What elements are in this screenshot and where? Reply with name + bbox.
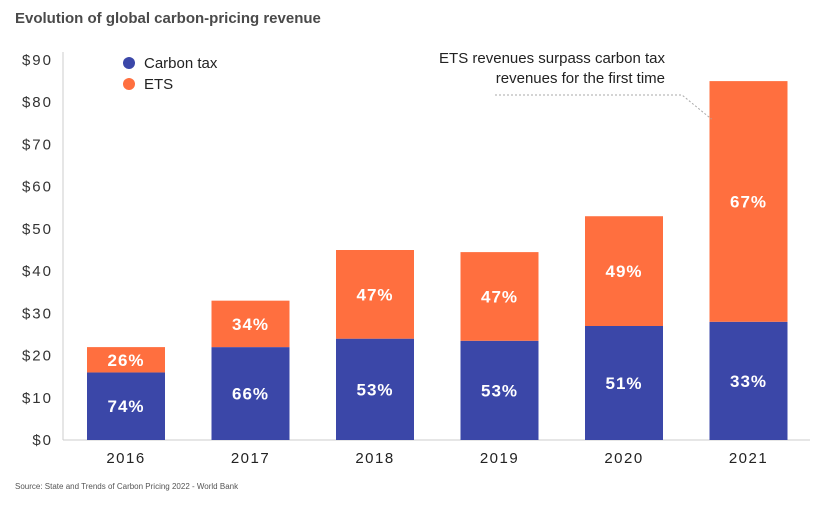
y-tick-label: $40 bbox=[22, 263, 53, 280]
source-note: Source: State and Trends of Carbon Prici… bbox=[15, 482, 239, 491]
percentage-labels: 74% 26% 66% 34% 53% 47% 53% 47% 51% 49% 33% 67% bbox=[107, 192, 767, 416]
bar-ets-2017 bbox=[211, 300, 290, 348]
bar-carbon-tax-2017 bbox=[211, 347, 290, 440]
legend: Carbon tax ETS bbox=[123, 55, 218, 93]
bar-ets-2018 bbox=[336, 250, 414, 339]
legend-label-carbon-tax: Carbon tax bbox=[144, 55, 218, 72]
share-label-carbon-tax-2018: 53% bbox=[356, 380, 393, 399]
x-tick-label: 2021 bbox=[729, 450, 768, 467]
x-tick-label: 2017 bbox=[231, 450, 270, 467]
legend-marker-ets bbox=[123, 78, 135, 90]
share-label-ets-2018: 47% bbox=[356, 285, 393, 304]
y-tick-label: $20 bbox=[22, 348, 53, 365]
share-label-ets-2016: 26% bbox=[107, 351, 144, 370]
annotation-text: revenues for the first time bbox=[496, 70, 665, 87]
y-tick-label: $30 bbox=[22, 305, 53, 322]
share-label-carbon-tax-2017: 66% bbox=[232, 385, 269, 404]
y-tick-label: $0 bbox=[32, 432, 53, 449]
x-tick-label: 2019 bbox=[480, 450, 519, 467]
bar-carbon-tax-2020 bbox=[585, 326, 663, 440]
share-label-carbon-tax-2021: 33% bbox=[730, 372, 767, 391]
share-label-ets-2017: 34% bbox=[232, 315, 269, 334]
x-tick-label: 2020 bbox=[604, 450, 643, 467]
bar-carbon-tax-2019 bbox=[460, 340, 539, 440]
legend-marker-carbon-tax bbox=[123, 57, 135, 69]
annotation-text: ETS revenues surpass carbon tax bbox=[439, 50, 665, 67]
share-label-ets-2021: 67% bbox=[730, 192, 767, 211]
x-tick-label: 2018 bbox=[355, 450, 394, 467]
y-tick-label: $10 bbox=[22, 390, 53, 407]
y-tick-label: $80 bbox=[22, 94, 53, 111]
share-label-ets-2020: 49% bbox=[605, 262, 642, 281]
bar-ets-2020 bbox=[585, 216, 663, 326]
y-tick-label: $50 bbox=[22, 221, 53, 238]
share-label-carbon-tax-2019: 53% bbox=[481, 381, 518, 400]
legend-label-ets: ETS bbox=[144, 76, 173, 93]
chart-title: Evolution of global carbon-pricing reven… bbox=[15, 10, 321, 27]
bar-carbon-tax-2016 bbox=[87, 372, 165, 440]
bar-ets-2019 bbox=[460, 252, 539, 341]
x-axis-ticks: 2016 2017 2018 2019 2020 2021 bbox=[106, 450, 768, 467]
bar-ets-2021 bbox=[709, 81, 788, 322]
axes bbox=[62, 52, 810, 441]
share-label-carbon-tax-2016: 74% bbox=[107, 397, 144, 416]
bar-carbon-tax-2018 bbox=[336, 338, 414, 440]
bar-carbon-tax-2021 bbox=[709, 321, 788, 440]
y-tick-label: $70 bbox=[22, 136, 53, 153]
annotation-leader-line bbox=[495, 94, 712, 120]
x-tick-label: 2016 bbox=[106, 450, 145, 467]
annotation: ETS revenues surpass carbon tax revenues … bbox=[439, 50, 712, 120]
share-label-carbon-tax-2020: 51% bbox=[605, 374, 642, 393]
share-label-ets-2019: 47% bbox=[481, 287, 518, 306]
bar-ets-2016 bbox=[87, 347, 165, 373]
y-tick-label: $90 bbox=[22, 52, 53, 69]
y-tick-label: $60 bbox=[22, 179, 53, 196]
y-axis-ticks: $0 $10 $20 $30 $40 $50 $60 $70 $80 $90 bbox=[22, 52, 53, 449]
bars bbox=[87, 81, 788, 440]
